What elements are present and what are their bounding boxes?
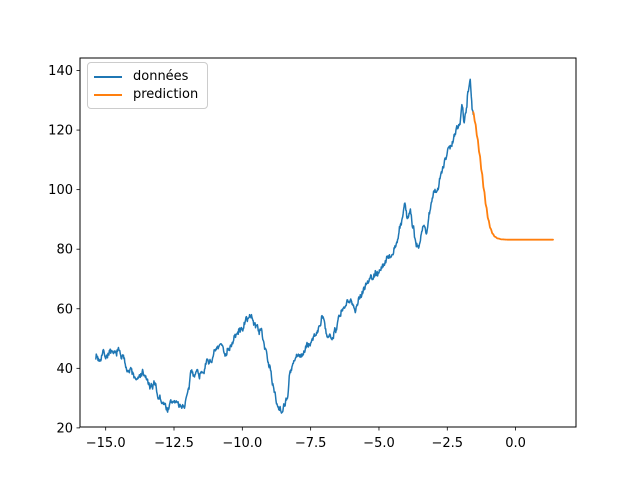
y-tick-label: 80 <box>56 243 73 258</box>
x-tick-label: −15.0 <box>86 436 126 451</box>
series-line-prediction <box>472 111 554 241</box>
legend-label-donnees: données <box>133 69 189 84</box>
legend-entry-prediction: prediction <box>94 87 199 102</box>
x-tick-label: −12.5 <box>154 436 194 451</box>
x-tick-label: −5.0 <box>363 436 395 451</box>
y-tick-label: 40 <box>56 362 73 377</box>
series-line-donnees <box>95 78 474 414</box>
legend: données prediction <box>87 62 208 109</box>
legend-label-prediction: prediction <box>133 87 199 102</box>
y-tick-label: 120 <box>48 124 73 139</box>
y-tick-label: 20 <box>56 421 73 436</box>
legend-line-donnees <box>94 75 122 78</box>
legend-entry-donnees: données <box>94 69 199 84</box>
x-tick-label: 0.0 <box>505 436 526 451</box>
x-tick-label: −10.0 <box>222 436 262 451</box>
plot-border <box>79 57 577 428</box>
legend-line-prediction <box>94 93 122 96</box>
x-tick-label: −7.5 <box>295 436 327 451</box>
y-tick-label: 140 <box>48 64 73 79</box>
x-tick-label: −2.5 <box>431 436 463 451</box>
y-tick-label: 100 <box>48 183 73 198</box>
y-tick-label: 60 <box>56 302 73 317</box>
